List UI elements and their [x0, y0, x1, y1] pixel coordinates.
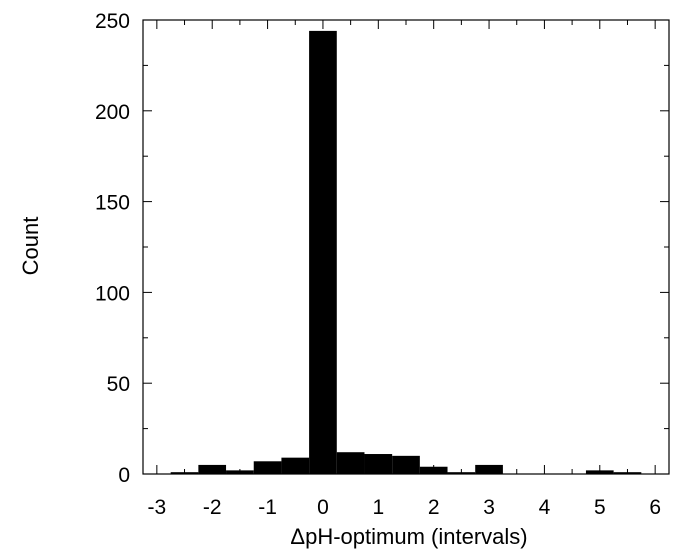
- y-tick-label: 150: [95, 192, 130, 215]
- x-tick-label: 5: [594, 496, 606, 519]
- x-tick-label: 4: [539, 496, 551, 519]
- x-tick-label: 0: [317, 496, 329, 519]
- x-tick-label: -2: [203, 496, 222, 519]
- y-tick-labels: 0 50 100 150 200 250: [95, 10, 130, 487]
- x-tick-label: -1: [258, 496, 277, 519]
- x-tick-label: 2: [428, 496, 440, 519]
- x-tick-label: -3: [147, 496, 166, 519]
- histogram-bar: [309, 30, 337, 475]
- x-tick-label: 1: [372, 496, 384, 519]
- histogram-bar: [364, 454, 393, 474]
- x-tick-labels: -3 -2 -1 0 1 2 3 4 5 6: [147, 496, 661, 519]
- histogram-bar: [281, 457, 310, 474]
- y-tick-label: 250: [95, 10, 130, 33]
- x-axis-label: ΔpH-optimum (intervals): [290, 524, 527, 549]
- x-tick-label: 6: [649, 496, 661, 519]
- histogram-bars: [170, 30, 642, 475]
- plot-frame: [142, 19, 670, 475]
- y-tick-label: 200: [95, 101, 130, 124]
- y-axis-label: Count: [18, 217, 43, 276]
- y-tick-label: 100: [95, 282, 130, 305]
- histogram-bar: [336, 452, 365, 474]
- x-tick-label: 3: [483, 496, 495, 519]
- y-tick-label: 50: [107, 373, 130, 396]
- axis-ticks: [143, 19, 669, 475]
- histogram-bar: [392, 455, 420, 474]
- y-tick-label: 0: [118, 464, 130, 487]
